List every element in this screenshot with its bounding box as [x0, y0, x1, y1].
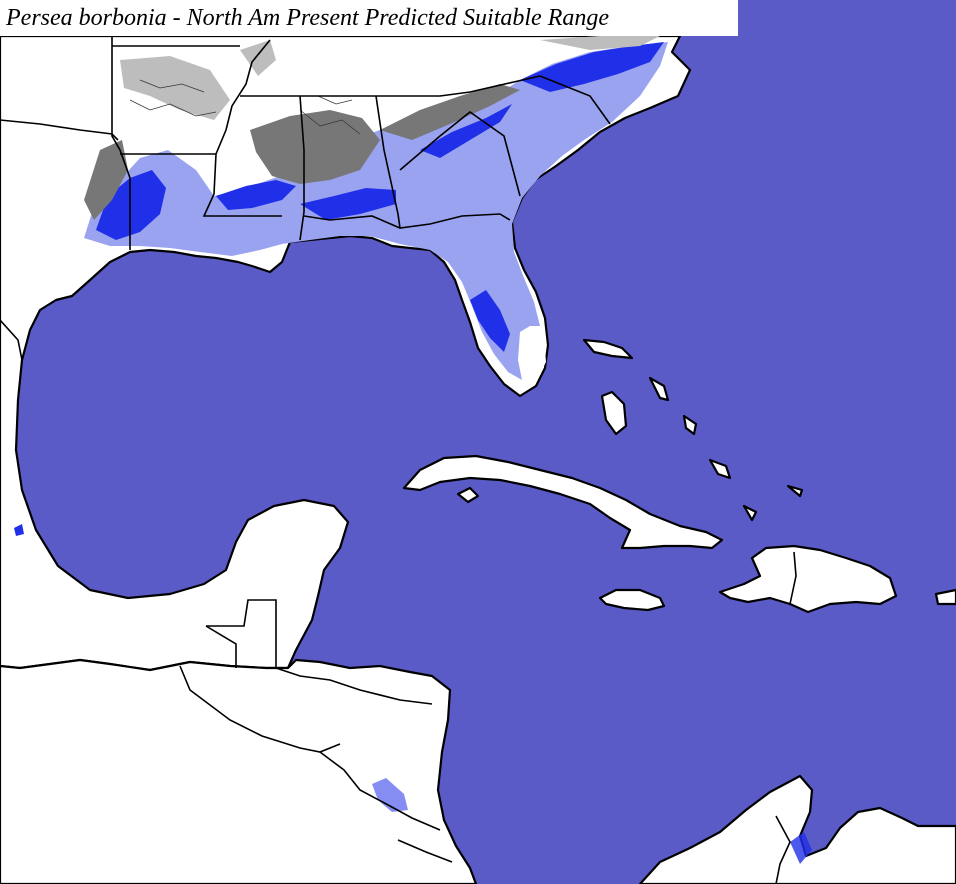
- jamaica: [598, 588, 666, 612]
- bahamas-grand: [582, 338, 634, 360]
- isle-of-youth: [456, 486, 480, 504]
- bahamas-cays-5: [786, 484, 804, 498]
- puerto-rico: [934, 588, 956, 606]
- suitable-range-low: [84, 42, 668, 380]
- bahamas-cays: [648, 376, 670, 402]
- bahamas-cays-3: [708, 458, 732, 480]
- central-america: [0, 658, 478, 884]
- bahamas-cays-2: [682, 414, 698, 436]
- river-lines: [129, 79, 361, 135]
- suitable-range-high: [14, 42, 812, 864]
- hispaniola: [718, 544, 898, 614]
- bahamas-cays-4: [742, 504, 758, 522]
- terrain-relief: [84, 36, 660, 220]
- map-title: Persea borbonia - North Am Present Predi…: [0, 0, 738, 36]
- bahamas-andros: [600, 390, 628, 436]
- cuba: [402, 454, 724, 550]
- political-borders: [0, 36, 797, 884]
- florida-tip: [520, 322, 546, 378]
